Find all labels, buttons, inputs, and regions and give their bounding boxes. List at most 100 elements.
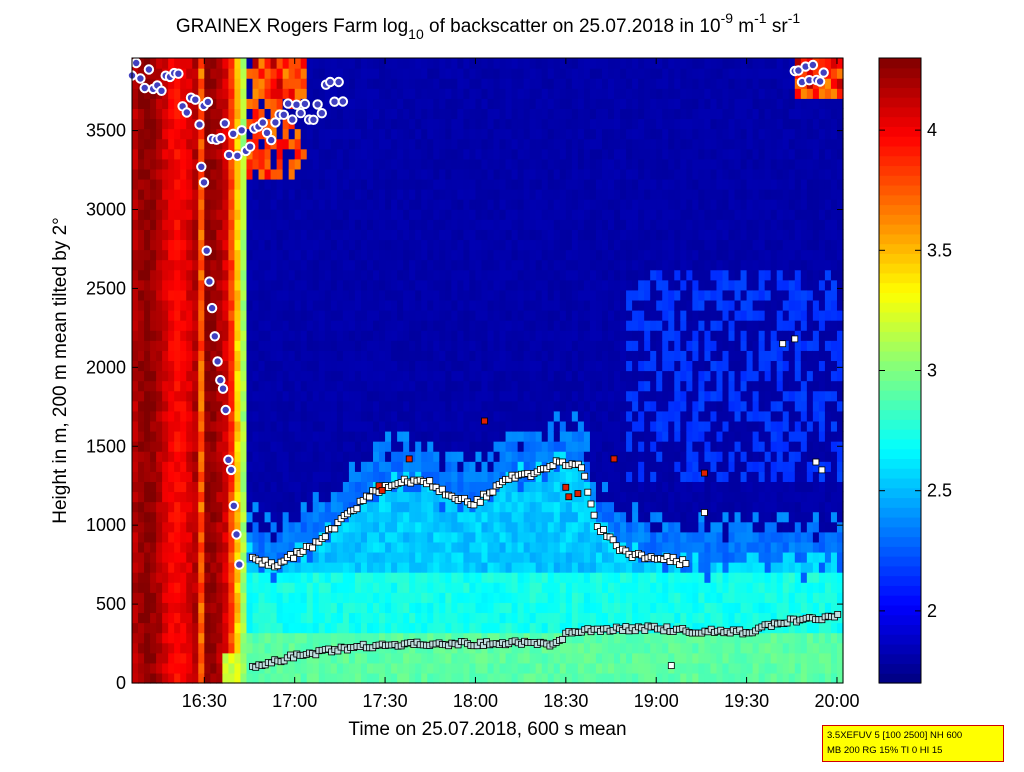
heatmap-cell [366, 289, 374, 301]
heatmap-cell [463, 562, 471, 573]
heatmap-cell [481, 410, 489, 422]
heatmap-cell [475, 138, 483, 150]
heatmap-cell [138, 602, 145, 614]
heatmap-cell [180, 168, 187, 180]
heatmap-cell [258, 461, 266, 472]
heatmap-cell [421, 501, 428, 513]
heatmap-cell [222, 622, 230, 634]
heatmap-cell [366, 209, 374, 220]
heatmap-cell [589, 98, 597, 109]
heatmap-cell [535, 68, 543, 79]
heatmap-cell [457, 370, 464, 382]
heatmap-cell [475, 420, 483, 432]
heatmap-cell [342, 209, 350, 220]
heatmap-cell [192, 430, 199, 442]
heatmap-cell [234, 269, 242, 281]
heatmap-cell [547, 370, 555, 382]
heatmap-cell [397, 98, 404, 109]
heatmap-cell [379, 441, 386, 452]
heatmap-cell [415, 622, 422, 634]
heatmap-cell [601, 78, 609, 89]
heatmap-cell [415, 259, 422, 271]
heatmap-cell [156, 98, 163, 109]
heatmap-cell [294, 642, 302, 654]
heatmap-cell [228, 219, 236, 230]
heatmap-cell [511, 420, 519, 432]
heatmap-cell [150, 501, 157, 513]
heatmap-cell [608, 269, 615, 281]
heatmap-cell [391, 602, 398, 614]
heatmap-cell [300, 330, 308, 341]
heatmap-cell [168, 168, 175, 180]
heatmap-cell [385, 420, 392, 432]
heatmap-cell [523, 299, 531, 311]
heatmap-cell [288, 642, 296, 654]
heatmap-cell [409, 441, 416, 452]
heatmap-cell [306, 390, 314, 402]
heatmap-cell [571, 672, 579, 684]
heatmap-cell [529, 370, 537, 382]
heatmap-cell [499, 511, 507, 523]
heatmap-cell [168, 360, 175, 372]
heatmap-cell [240, 289, 248, 301]
heatmap-cell [535, 531, 543, 543]
heatmap-cell [216, 289, 223, 301]
heatmap-cell [264, 199, 272, 210]
heatmap-cell [306, 451, 314, 462]
heatmap-cell [433, 98, 440, 109]
heatmap-cell [589, 340, 597, 351]
heatmap-cell [300, 662, 308, 674]
heatmap-cell [511, 128, 519, 140]
heatmap-cell [252, 672, 260, 684]
heatmap-cell [252, 219, 260, 230]
heatmap-cell [252, 58, 260, 69]
heatmap-cell [348, 672, 356, 684]
heatmap-cell [198, 652, 205, 664]
heatmap-cell [523, 370, 531, 382]
heatmap-cell [451, 662, 458, 674]
heatmap-cell [433, 652, 440, 664]
heatmap-cell [487, 541, 495, 553]
heatmap-cell [481, 118, 489, 130]
heatmap-cell [595, 350, 603, 362]
heatmap-cell [505, 209, 513, 220]
heatmap-cell [342, 269, 350, 281]
heatmap-cell [451, 168, 458, 180]
heatmap-cell [493, 521, 501, 533]
heatmap-cell [511, 118, 519, 130]
heatmap-cell [246, 118, 254, 130]
heatmap-cell [306, 622, 314, 634]
heatmap-cell [300, 582, 308, 593]
heatmap-cell [517, 461, 525, 472]
heatmap-cell [481, 289, 489, 301]
heatmap-cell [144, 310, 151, 321]
heatmap-cell [216, 148, 223, 160]
heatmap-cell [162, 320, 169, 331]
heatmap-cell [264, 239, 272, 251]
heatmap-cell [577, 299, 585, 311]
heatmap-cell [240, 58, 248, 69]
heatmap-cell [228, 350, 236, 362]
heatmap-cell [439, 521, 446, 533]
heatmap-cell [487, 370, 495, 382]
heatmap-cell [439, 108, 446, 120]
heatmap-cell [300, 118, 308, 130]
heatmap-cell [457, 582, 464, 593]
heatmap-cell [168, 582, 175, 593]
heatmap-cell [379, 78, 386, 89]
heatmap-cell [306, 158, 314, 170]
heatmap-cell [144, 632, 151, 644]
heatmap-cell [487, 199, 495, 210]
heatmap-cell [403, 118, 410, 130]
heatmap-cell [246, 582, 254, 593]
heatmap-cell [168, 189, 175, 200]
heatmap-cell [342, 612, 350, 624]
heatmap-cell [294, 481, 302, 493]
heatmap-cell [132, 622, 139, 634]
heatmap-cell [162, 662, 169, 674]
heatmap-cell [385, 451, 392, 462]
heatmap-cell [529, 128, 537, 140]
heatmap-cell [240, 98, 248, 109]
heatmap-cell [288, 531, 296, 543]
heatmap-cell [264, 380, 272, 392]
